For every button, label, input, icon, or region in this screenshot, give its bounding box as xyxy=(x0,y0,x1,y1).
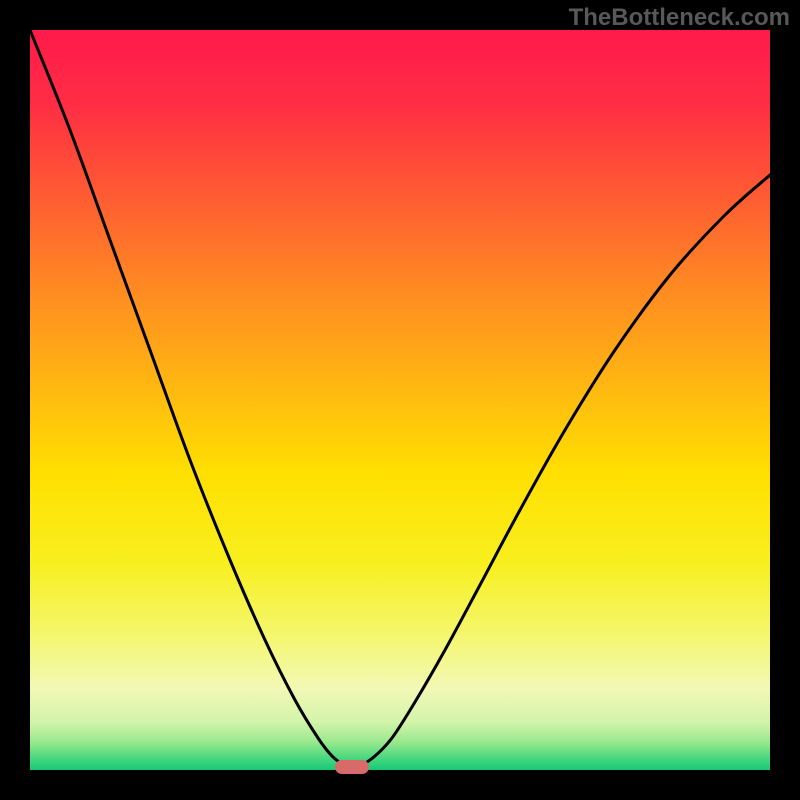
watermark-text: TheBottleneck.com xyxy=(569,4,790,32)
optimum-marker xyxy=(335,760,369,774)
curve-svg xyxy=(30,30,770,770)
bottleneck-curve xyxy=(30,30,770,768)
chart-container: TheBottleneck.com xyxy=(0,0,800,800)
plot-area xyxy=(30,30,770,770)
